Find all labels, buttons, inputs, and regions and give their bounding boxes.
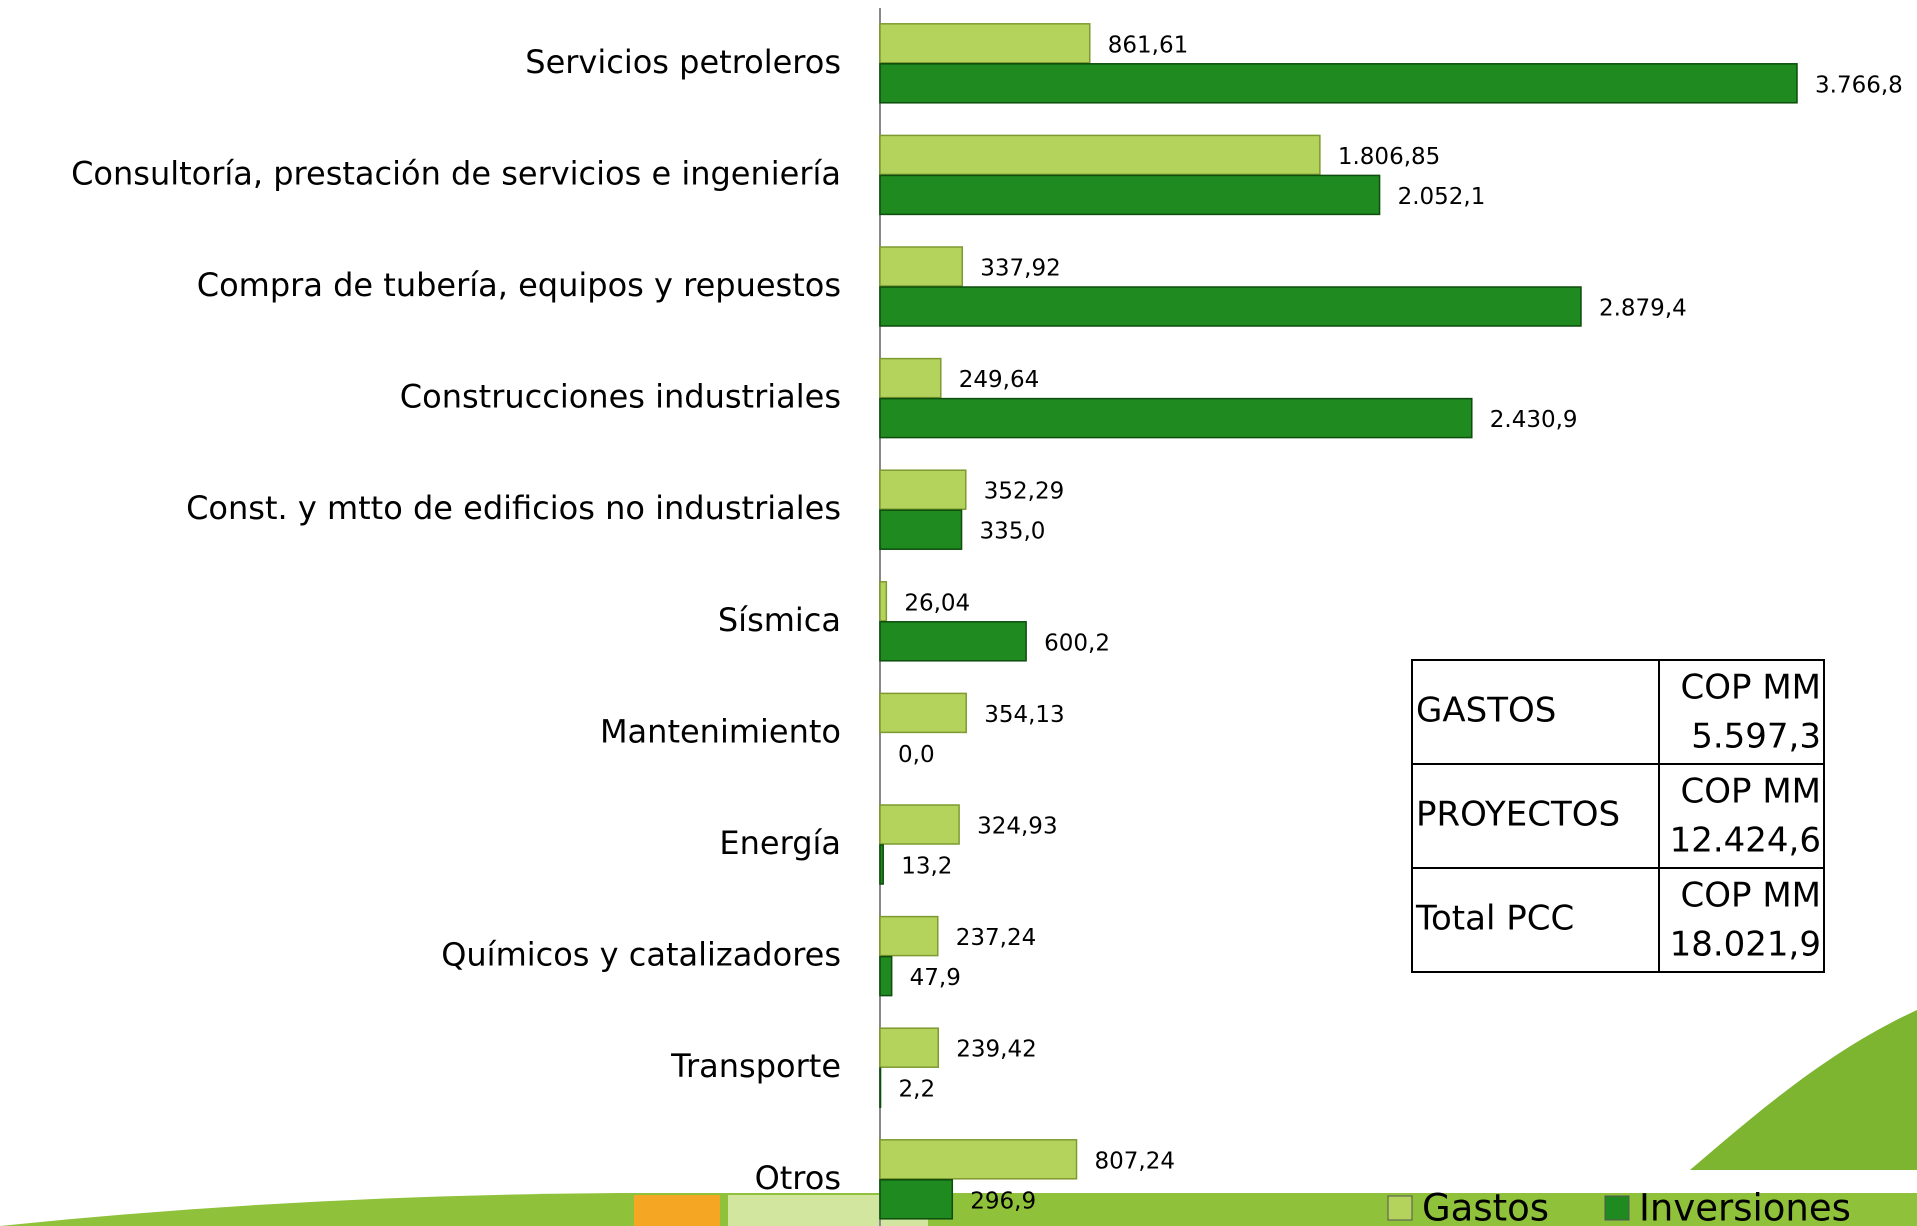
bar xyxy=(879,1179,954,1220)
bar xyxy=(879,1139,1078,1180)
y-tick-label: Químicos y catalizadores xyxy=(441,936,841,974)
y-tick-label: Sísmica xyxy=(718,601,841,639)
table-cell xyxy=(1658,867,1825,973)
bar xyxy=(879,134,1321,176)
y-tick-label: Const. y mtto de edificios no industrial… xyxy=(186,489,841,527)
bar xyxy=(879,955,893,997)
value-label: 337,92 xyxy=(980,256,1060,282)
bar xyxy=(879,692,967,734)
bar xyxy=(879,1027,940,1068)
bar xyxy=(879,63,1798,104)
value-label: 1.806,85 xyxy=(1338,144,1440,170)
legend-label: Gastos xyxy=(1422,1187,1549,1226)
value-label: 861,61 xyxy=(1108,32,1188,58)
bar xyxy=(879,397,1473,439)
table-value: 18.021,9 xyxy=(1670,925,1821,965)
bar xyxy=(879,469,967,510)
bar xyxy=(879,23,1091,64)
y-tick-label: Mantenimiento xyxy=(600,712,841,750)
value-label: 47,9 xyxy=(910,965,961,991)
value-label: 0,0 xyxy=(898,742,935,768)
decor-swoosh xyxy=(0,1193,1917,1226)
bar xyxy=(879,804,960,845)
bar xyxy=(879,509,963,550)
bar xyxy=(879,844,884,885)
bar xyxy=(879,915,939,957)
bar xyxy=(879,621,1027,662)
table-value: 12.424,6 xyxy=(1670,821,1821,861)
legend-swatch xyxy=(1387,1195,1413,1221)
value-label: 2,2 xyxy=(899,1077,936,1103)
bar xyxy=(879,286,1582,327)
bar xyxy=(879,174,1381,216)
decor-leaf xyxy=(1690,1010,1917,1170)
value-label: 239,42 xyxy=(956,1037,1036,1063)
value-label: 2.430,9 xyxy=(1490,407,1578,433)
bar xyxy=(879,581,888,622)
decor-block xyxy=(634,1195,720,1226)
y-tick-label: Construcciones industriales xyxy=(400,378,841,416)
value-label: 600,2 xyxy=(1044,630,1110,656)
bar xyxy=(879,246,964,287)
value-label: 354,13 xyxy=(984,702,1064,728)
bar xyxy=(879,357,942,399)
table-label: PROYECTOS xyxy=(1416,795,1620,835)
bar xyxy=(879,1067,882,1108)
y-tick-label: Transporte xyxy=(670,1047,841,1085)
legend-label: Inversiones xyxy=(1639,1187,1851,1226)
y-tick-label: Otros xyxy=(755,1159,841,1197)
y-tick-label: Energía xyxy=(719,824,841,862)
value-label: 2.052,1 xyxy=(1398,184,1486,210)
y-tick-label: Servicios petroleros xyxy=(525,43,841,81)
value-label: 237,24 xyxy=(956,925,1036,951)
value-label: 296,9 xyxy=(970,1188,1036,1214)
value-label: 3.766,8 xyxy=(1815,72,1903,98)
table-unit: COP MM xyxy=(1681,772,1821,812)
value-label: 249,64 xyxy=(959,367,1039,393)
value-label: 2.879,4 xyxy=(1599,296,1687,322)
value-label: 352,29 xyxy=(984,479,1064,505)
table-label: GASTOS xyxy=(1416,691,1556,731)
value-label: 324,93 xyxy=(977,814,1057,840)
table-unit: COP MM xyxy=(1681,668,1821,708)
value-label: 335,0 xyxy=(980,519,1046,545)
table-unit: COP MM xyxy=(1681,876,1821,916)
value-label: 13,2 xyxy=(901,854,952,880)
table-value: 5.597,3 xyxy=(1691,717,1821,757)
value-label: 807,24 xyxy=(1095,1148,1175,1174)
y-tick-label: Compra de tubería, equipos y repuestos xyxy=(197,266,841,304)
legend-swatch xyxy=(1604,1195,1630,1221)
y-tick-label: Consultoría, prestación de servicios e i… xyxy=(71,154,841,192)
value-label: 26,04 xyxy=(904,590,970,616)
table-label: Total PCC xyxy=(1415,899,1574,939)
